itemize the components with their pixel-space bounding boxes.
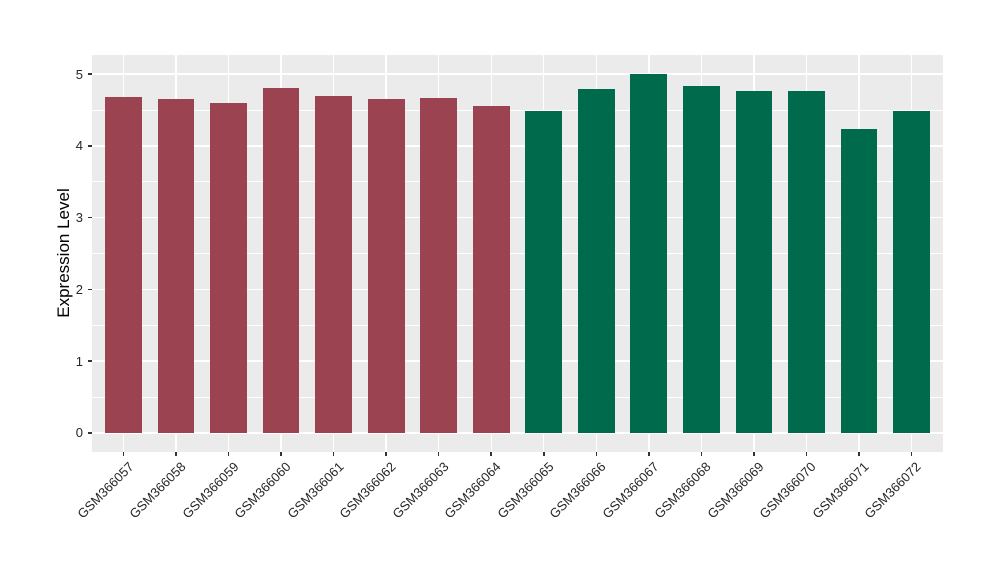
bar-GSM366065 <box>525 111 563 433</box>
y-tick-mark <box>88 360 92 362</box>
gridline-minor-y <box>92 109 943 111</box>
y-tick-label: 2 <box>75 281 83 297</box>
x-tick-mark <box>122 452 125 456</box>
x-tick-mark <box>175 452 177 456</box>
plot-panel <box>92 55 943 452</box>
x-tick-mark <box>805 452 808 456</box>
y-tick-label: 5 <box>75 66 83 82</box>
bar-GSM366060 <box>262 88 300 433</box>
y-tick-mark <box>88 432 92 434</box>
gridline-major-y <box>92 73 943 75</box>
x-tick-mark <box>858 452 860 456</box>
x-tick-mark <box>648 452 650 456</box>
gridline-major-y <box>92 288 943 291</box>
bar-GSM366062 <box>367 99 405 433</box>
bar-GSM366059 <box>210 103 247 433</box>
bar-GSM366061 <box>315 96 353 433</box>
gridline-minor-y <box>92 396 943 398</box>
y-tick-mark <box>88 216 92 219</box>
x-tick-mark <box>437 452 440 456</box>
y-tick-label: 0 <box>75 425 83 441</box>
bar-GSM366068 <box>682 86 720 433</box>
bar-GSM366058 <box>157 99 195 433</box>
gridline-major-y <box>92 360 943 362</box>
y-axis: 0 1 2 3 4 5 <box>0 55 92 452</box>
x-tick-mark <box>595 452 598 456</box>
bar-GSM366071 <box>840 128 878 433</box>
bar-GSM366064 <box>472 106 510 433</box>
y-tick-mark <box>88 145 92 147</box>
x-tick-mark <box>385 452 387 456</box>
bar-GSM366066 <box>577 89 615 433</box>
x-tick-mark <box>227 452 230 456</box>
gridline-minor-y <box>92 181 943 183</box>
gridline-minor-y <box>92 324 943 326</box>
x-tick-mark <box>490 452 492 456</box>
x-axis: GSM366057 GSM366058 GSM366059 GSM366060 GSM3… <box>74 452 943 580</box>
gridline-major-y <box>92 216 943 219</box>
bar-GSM366070 <box>788 91 825 433</box>
y-tick-mark <box>88 73 92 75</box>
x-tick-mark <box>280 452 282 456</box>
y-tick-label: 1 <box>75 353 83 369</box>
y-tick-mark <box>88 288 92 291</box>
bar-GSM366069 <box>735 91 773 433</box>
y-tick-label: 4 <box>75 138 83 154</box>
gridline-major-y <box>92 432 943 434</box>
bar-GSM366067 <box>630 74 668 433</box>
bar-GSM366057 <box>105 96 142 433</box>
x-tick-mark <box>910 452 913 456</box>
x-tick-mark <box>753 452 755 456</box>
x-tick-mark <box>332 452 335 456</box>
x-tick-mark <box>700 452 703 456</box>
x-tick-mark <box>543 452 545 456</box>
gridline-major-y <box>92 145 943 147</box>
y-tick-label: 3 <box>75 210 83 226</box>
gridline-minor-y <box>92 253 943 254</box>
bar-GSM366072 <box>893 111 930 433</box>
bar-GSM366063 <box>420 97 458 433</box>
